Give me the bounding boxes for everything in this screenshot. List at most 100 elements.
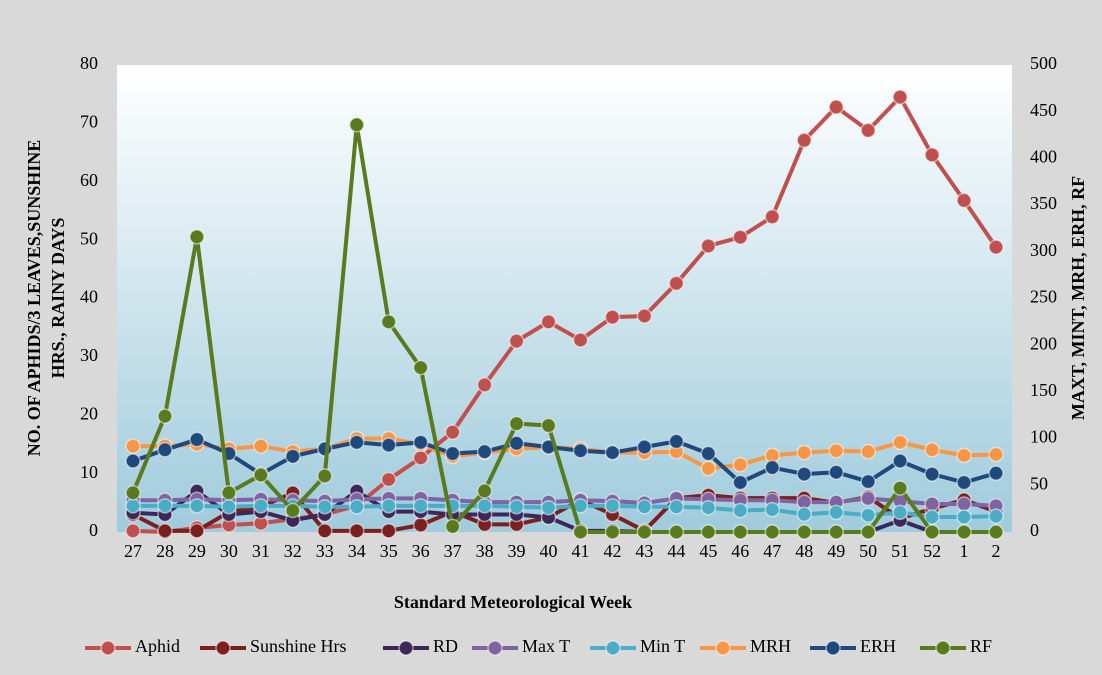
data-point: [317, 523, 333, 539]
data-point: [348, 434, 365, 451]
legend-label: Aphid: [135, 636, 180, 656]
data-point: [380, 471, 397, 488]
legend-marker: [487, 640, 503, 656]
data-point: [860, 490, 876, 507]
x-tick-label: 28: [156, 541, 174, 561]
series-line: [132, 95, 998, 534]
x-tick-label: 1: [960, 541, 969, 561]
data-point: [412, 434, 429, 451]
x-tick-label: 50: [859, 541, 877, 561]
y-tick-label: 10: [80, 462, 98, 482]
data-point: [540, 499, 557, 516]
data-point: [892, 434, 908, 451]
x-tick-label: 40: [540, 541, 558, 561]
y-tick-label: 80: [80, 53, 98, 73]
data-point: [732, 474, 749, 491]
data-point: [892, 453, 908, 469]
data-point: [956, 496, 972, 512]
data-point: [317, 499, 333, 515]
legend-label: Sunshine Hrs: [250, 636, 347, 656]
y2-tick-label: 50: [1030, 473, 1048, 493]
data-point: [189, 229, 205, 245]
data-point: [380, 314, 397, 330]
series-line: [131, 122, 997, 534]
data-point: [508, 415, 525, 432]
data-point: [828, 464, 844, 480]
data-point: [157, 408, 173, 424]
x-tick-label: 38: [476, 541, 494, 561]
data-point: [412, 359, 429, 376]
x-tick-label: 42: [603, 541, 621, 561]
y-tick-label: 20: [80, 403, 98, 423]
data-point: [988, 465, 1004, 481]
data-point: [572, 442, 589, 459]
data-point: [636, 499, 653, 515]
data-point: [412, 450, 429, 466]
data-point: [764, 524, 781, 540]
x-tick-label: 52: [923, 541, 941, 561]
data-point: [157, 498, 173, 514]
data-point: [604, 498, 621, 514]
data-point: [189, 498, 205, 514]
y2-tick-label: 400: [1030, 147, 1057, 167]
plot-area: [117, 65, 1012, 532]
data-point: [348, 499, 365, 515]
legend-marker: [215, 640, 231, 656]
y-tick-label: 0: [89, 520, 98, 540]
data-point: [508, 499, 525, 515]
data-point: [956, 524, 972, 540]
legend-label: RF: [970, 636, 992, 656]
data-point: [221, 485, 237, 501]
data-point: [828, 524, 844, 540]
data-point: [508, 333, 525, 349]
data-point: [956, 474, 972, 491]
data-point: [796, 132, 812, 149]
data-point: [253, 438, 269, 454]
x-tick-label: 49: [827, 541, 845, 561]
series-line: [132, 503, 997, 520]
data-point: [700, 499, 717, 516]
data-point: [285, 502, 301, 519]
x-tick-label: 32: [284, 541, 302, 561]
data-point: [700, 445, 717, 462]
data-point: [828, 442, 844, 459]
series-line: [132, 496, 997, 508]
data-point: [572, 524, 589, 540]
x-tick-label: 27: [124, 541, 142, 561]
x-tick-label: 47: [763, 541, 781, 561]
y2-tick-label: 450: [1030, 100, 1057, 120]
x-tick-label: 39: [508, 541, 526, 561]
x-tick-label: 45: [699, 541, 717, 561]
x-tick-label: 2: [992, 541, 1001, 561]
legend-label: Max T: [522, 636, 570, 656]
data-point: [348, 523, 365, 539]
legend-marker: [100, 640, 116, 656]
data-point: [956, 192, 972, 209]
data-point: [924, 466, 940, 482]
data-point: [189, 523, 205, 539]
data-point: [668, 275, 685, 292]
data-point: [476, 498, 493, 514]
data-point: [924, 442, 940, 458]
data-point: [828, 504, 844, 521]
data-point: [636, 524, 653, 540]
x-axis-title: Standard Meteorological Week: [394, 592, 632, 612]
data-point: [380, 437, 397, 453]
legend-marker: [715, 640, 731, 656]
data-point: [988, 239, 1004, 255]
data-point: [572, 332, 589, 348]
data-point: [125, 485, 141, 501]
data-point: [732, 502, 749, 519]
data-point: [988, 508, 1004, 524]
data-point: [412, 498, 429, 514]
data-point: [860, 122, 876, 139]
data-point: [508, 435, 525, 452]
data-point: [796, 466, 812, 482]
y2-tick-label: 500: [1030, 53, 1057, 73]
data-point: [860, 507, 876, 523]
y2-axis-title: MAXT, MINT, MRH, ERH, RF: [1068, 176, 1088, 420]
legend-label: ERH: [860, 636, 896, 656]
data-point: [700, 524, 717, 540]
data-point: [444, 518, 461, 535]
